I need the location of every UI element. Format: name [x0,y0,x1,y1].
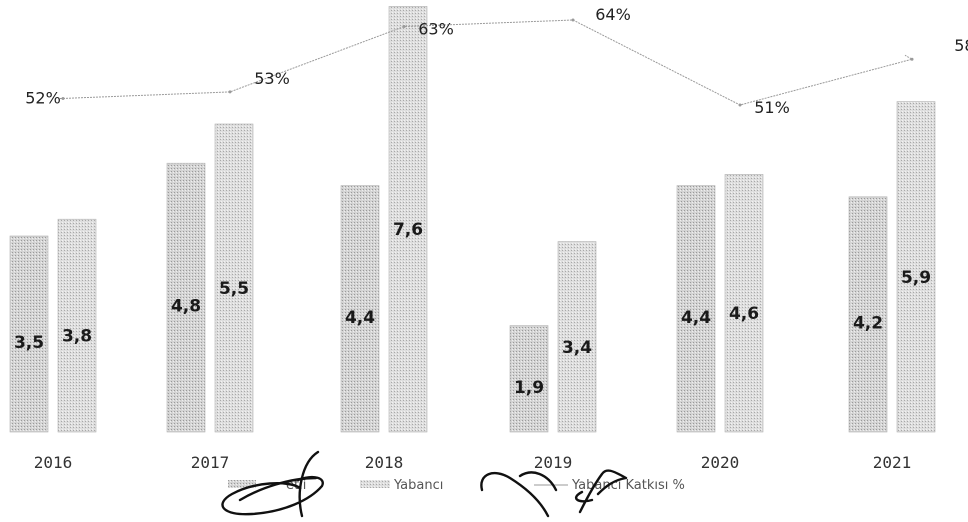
bar-2018-series-1 [340,185,380,433]
labels-group: 3,5 3,8 2016 4,8 5,5 2017 4,4 7,6 2018 1,9 3,4 2019… [14,5,968,472]
line-point-2017 [228,90,232,94]
x-tick-label-2020: 2020 [701,453,740,472]
line-value-label-2021: 58% [954,36,968,55]
bar-2018-series-2 [388,6,428,433]
line-value-label-2018: 63% [418,20,454,39]
bar-2017-series-1 [166,162,206,433]
bar-2016-series-2 [57,218,97,433]
signature-image [221,450,628,518]
bar-2020-series-2 [724,174,764,433]
bar-value-label-2021-series-1: 4,2 [853,313,883,333]
legend: etli Yabancı Yabancı Katkısı % [228,478,685,493]
line-value-label-2019: 64% [595,5,631,24]
legend-swatch-series-2 [360,480,390,488]
x-tick-label-2018: 2018 [365,453,404,472]
bar-value-label-2017-series-2: 5,5 [219,279,249,299]
bars-group [9,6,936,433]
line-point-2020 [738,103,742,107]
bar-2019-series-2 [557,241,597,433]
line-group [60,18,914,107]
line-point-2018 [402,25,406,29]
line-point-2019 [571,18,575,22]
bar-2019-series-1 [509,325,549,433]
legend-label-series-2: Yabancı [393,478,443,493]
bar-2021-series-2 [896,101,936,433]
bar-2021-series-1 [848,196,888,433]
line-value-label-2017: 53% [254,69,290,88]
x-tick-label-2019: 2019 [534,453,573,472]
bar-value-label-2018-series-1: 4,4 [345,308,375,328]
bar-value-label-2020-series-1: 4,4 [681,308,711,328]
line-value-label-2016: 52% [25,88,61,107]
bar-value-label-2019-series-2: 3,4 [562,338,592,358]
legend-swatch-series-1 [228,480,256,488]
bar-2016-series-1 [9,235,49,433]
line-point-2016 [61,96,65,100]
bar-value-label-2021-series-2: 5,9 [901,268,931,288]
bar-value-label-2017-series-1: 4,8 [171,297,201,317]
line-point-2021 [910,57,914,61]
bar-value-label-2016-series-2: 3,8 [62,327,92,347]
bar-2017-series-2 [214,123,254,433]
bar-2020-series-1 [676,185,716,433]
x-tick-label-2016: 2016 [34,453,73,472]
bar-value-label-2016-series-1: 3,5 [14,333,44,353]
line-series-path [60,19,914,106]
x-tick-label-2021: 2021 [873,453,912,472]
bar-value-label-2018-series-2: 7,6 [393,220,423,240]
bar-value-label-2019-series-1: 1,9 [514,378,544,398]
x-tick-label-2017: 2017 [191,453,230,472]
line-value-label-2020: 51% [754,98,790,117]
legend-label-line: Yabancı Katkısı % [571,478,685,493]
bar-value-label-2020-series-2: 4,6 [729,304,759,324]
